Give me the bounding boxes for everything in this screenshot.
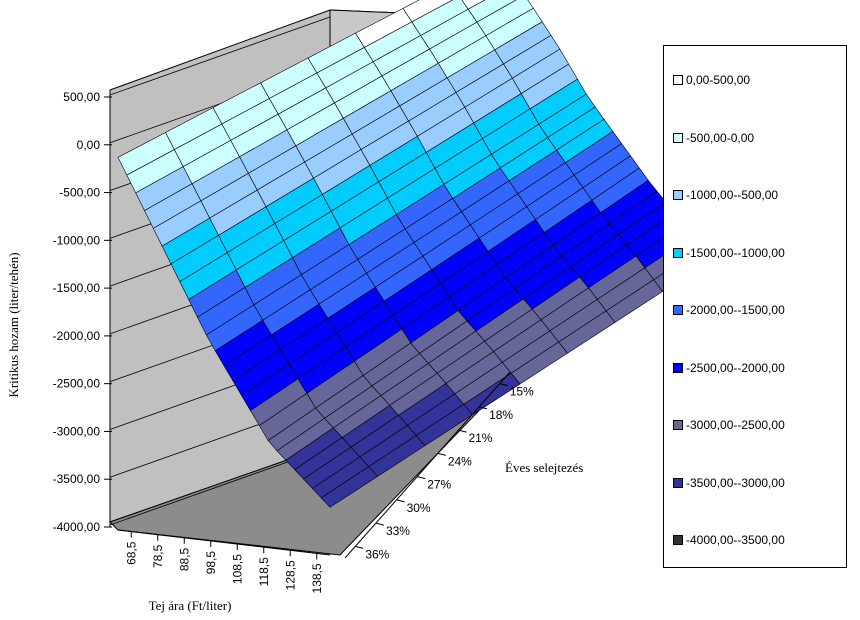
- depth-tick: [417, 476, 426, 480]
- legend-item: -2500,00--2000,00: [673, 361, 785, 375]
- depth-tick: [458, 429, 467, 433]
- legend-label: -1000,00--500,00: [686, 188, 779, 202]
- legend-item: -4000,00--3500,00: [673, 533, 785, 547]
- legend-item: -2000,00--1500,00: [673, 303, 785, 317]
- legend-label: -2500,00--2000,00: [686, 360, 785, 375]
- depth-tick: [478, 406, 488, 410]
- z-tick-label: -2000,00: [53, 329, 101, 343]
- depth-tick-label: 18%: [489, 408, 513, 422]
- legend-item: -1500,00--1000,00: [673, 246, 785, 260]
- z-tick-label: -500,00: [59, 186, 100, 200]
- z-tick-label: -4000,00: [53, 520, 101, 534]
- legend-item: 0,00-500,00: [673, 73, 750, 87]
- depth-axis-title: Éves selejtezés: [505, 460, 583, 475]
- legend-swatch: [673, 362, 683, 373]
- depth-tick-label: 21%: [468, 431, 492, 445]
- legend-swatch: [673, 420, 683, 430]
- z-tick-label: -3500,00: [53, 472, 101, 486]
- legend-item: -500,00-0,00: [673, 131, 754, 145]
- legend-item: -3000,00--2500,00: [673, 418, 785, 432]
- legend-label: -4000,00--3500,00: [686, 533, 785, 547]
- legend-item: -1000,00--500,00: [673, 188, 778, 202]
- depth-tick-label: 33%: [386, 524, 410, 538]
- legend-swatch: [673, 75, 683, 85]
- z-tick-label: 0,00: [77, 138, 101, 152]
- depth-axis-line: [344, 371, 511, 559]
- z-tick-label: -1500,00: [53, 281, 101, 295]
- legend-label: -1500,00--1000,00: [686, 245, 785, 260]
- depth-tick: [437, 452, 446, 456]
- x-tick-label: 138,5: [310, 563, 324, 593]
- depth-tick-label: 15%: [510, 385, 534, 399]
- legend-label: 0,00-500,00: [686, 73, 751, 87]
- y-axis-title: Kritikus hozam (liter/tehén): [6, 252, 21, 397]
- legend-swatch: [673, 477, 683, 488]
- z-tick-label: -3000,00: [53, 424, 101, 438]
- legend-swatch: [673, 132, 683, 143]
- x-tick-label: 68,5: [124, 541, 138, 565]
- x-tick-label: 78,5: [151, 544, 165, 568]
- legend-label: -500,00-0,00: [686, 130, 755, 145]
- legend-item: -3500,00--3000,00: [673, 476, 785, 490]
- legend-swatch: [673, 247, 683, 258]
- z-tick-label: -2500,00: [53, 377, 101, 391]
- depth-tick: [396, 499, 405, 503]
- legend-label: -3000,00--2500,00: [686, 418, 785, 432]
- z-tick-label: -1000,00: [53, 233, 101, 247]
- depth-tick: [375, 522, 385, 526]
- chart-legend: 0,00-500,00 -500,00-0,00 -1000,00--500,00 -…: [663, 45, 847, 568]
- x-axis-line: [117, 529, 331, 556]
- x-tick-label: 108,5: [230, 554, 244, 584]
- x-axis-title: Tej ára (Ft/liter): [149, 598, 232, 613]
- legend-swatch: [673, 190, 683, 200]
- x-tick-label: 128,5: [283, 560, 297, 590]
- legend-label: -3500,00--3000,00: [686, 475, 785, 490]
- x-tick-label: 118,5: [257, 557, 271, 586]
- depth-tick-label: 24%: [448, 454, 472, 468]
- z-gridline: [109, 16, 331, 96]
- depth-tick: [355, 545, 364, 549]
- x-tick-label: 88,5: [177, 547, 191, 571]
- depth-tick-label: 36%: [365, 547, 389, 561]
- depth-tick-label: 27%: [427, 478, 451, 492]
- depth-tick-label: 30%: [407, 501, 431, 515]
- legend-label: -2000,00--1500,00: [686, 303, 785, 317]
- legend-swatch: [673, 305, 683, 315]
- surface-patch: [320, 466, 378, 508]
- z-tick-label: 500,00: [63, 90, 100, 104]
- depth-tick: [499, 383, 508, 387]
- x-tick-label: 98,5: [204, 551, 218, 575]
- legend-swatch: [673, 535, 683, 545]
